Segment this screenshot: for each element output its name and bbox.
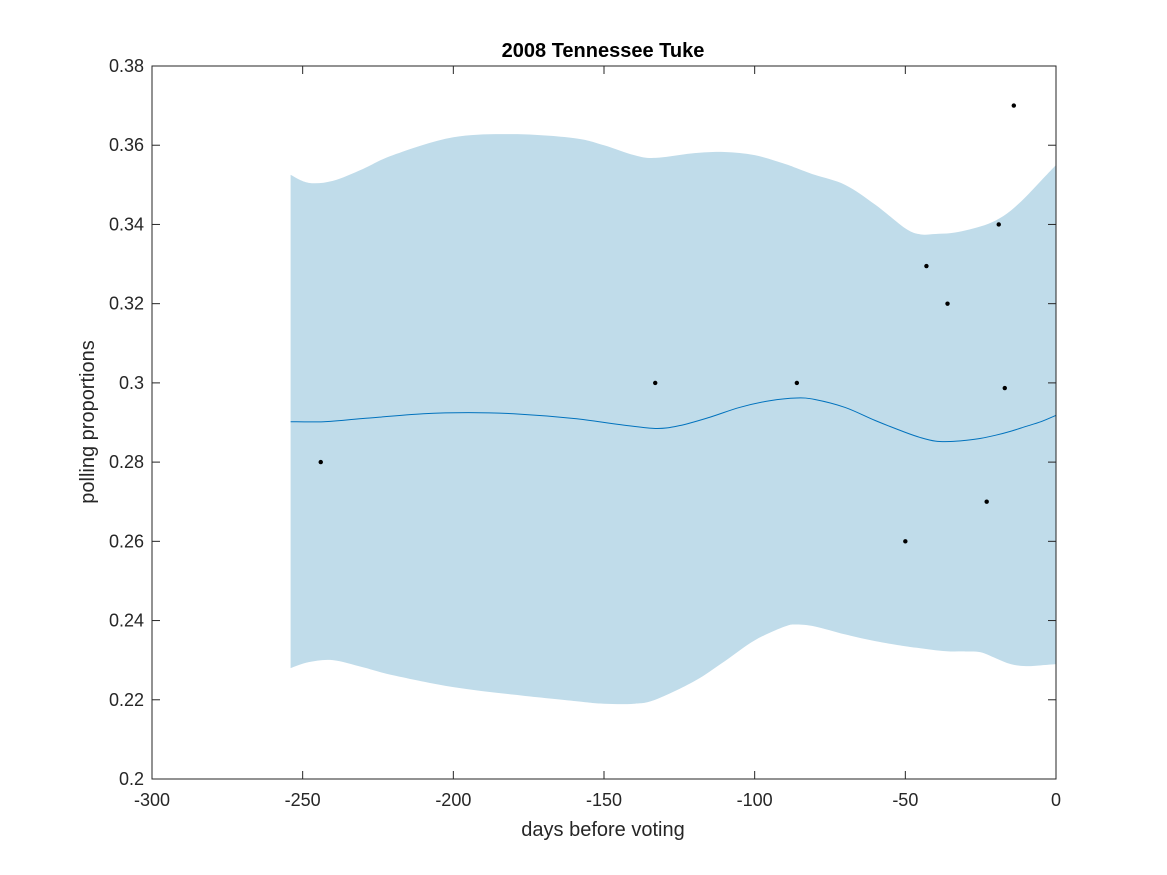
x-tick-label: -50 bbox=[892, 790, 918, 810]
mean-line bbox=[290, 397, 1057, 443]
y-tick-label: 0.34 bbox=[109, 214, 144, 234]
data-point bbox=[1002, 385, 1007, 391]
y-axis-label: polling proportions bbox=[77, 340, 99, 503]
y-tick-label: 0.28 bbox=[109, 452, 144, 472]
y-tick-label: 0.2 bbox=[119, 769, 144, 789]
y-tick-label: 0.3 bbox=[119, 373, 144, 393]
y-tick-label: 0.32 bbox=[109, 294, 144, 314]
x-axis-ticks: -300 -250 -200 -150 -100 -50 0 bbox=[134, 66, 1061, 810]
data-point bbox=[903, 539, 908, 544]
x-tick-label: -300 bbox=[134, 790, 170, 810]
x-tick-label: -100 bbox=[737, 790, 773, 810]
data-point bbox=[984, 499, 989, 504]
y-tick-label: 0.24 bbox=[109, 611, 144, 631]
data-point bbox=[996, 222, 1001, 227]
y-tick-label: 0.22 bbox=[109, 690, 144, 710]
data-point bbox=[1011, 103, 1017, 108]
data-point bbox=[653, 380, 658, 386]
confidence-band-layer bbox=[290, 134, 1056, 705]
x-tick-label: -200 bbox=[435, 790, 471, 810]
y-axis-ticks: 0.2 0.22 0.24 0.26 0.28 0.3 0.32 0.34 0.36 0.38 bbox=[109, 56, 1056, 789]
x-tick-label: -250 bbox=[285, 790, 321, 810]
data-point bbox=[318, 459, 323, 465]
data-points-layer bbox=[318, 103, 1017, 544]
data-point bbox=[945, 301, 950, 306]
mean-line-layer bbox=[290, 397, 1057, 443]
x-tick-label: 0 bbox=[1051, 790, 1061, 810]
data-point bbox=[794, 380, 800, 386]
x-tick-label: -150 bbox=[586, 790, 622, 810]
y-tick-label: 0.26 bbox=[109, 531, 144, 551]
chart-title: 2008 Tennessee Tuke bbox=[502, 40, 705, 62]
confidence-band bbox=[290, 134, 1056, 705]
data-point bbox=[924, 263, 929, 269]
y-tick-label: 0.38 bbox=[109, 56, 144, 76]
x-axis-label: days before voting bbox=[521, 819, 684, 841]
y-tick-label: 0.36 bbox=[109, 135, 144, 155]
